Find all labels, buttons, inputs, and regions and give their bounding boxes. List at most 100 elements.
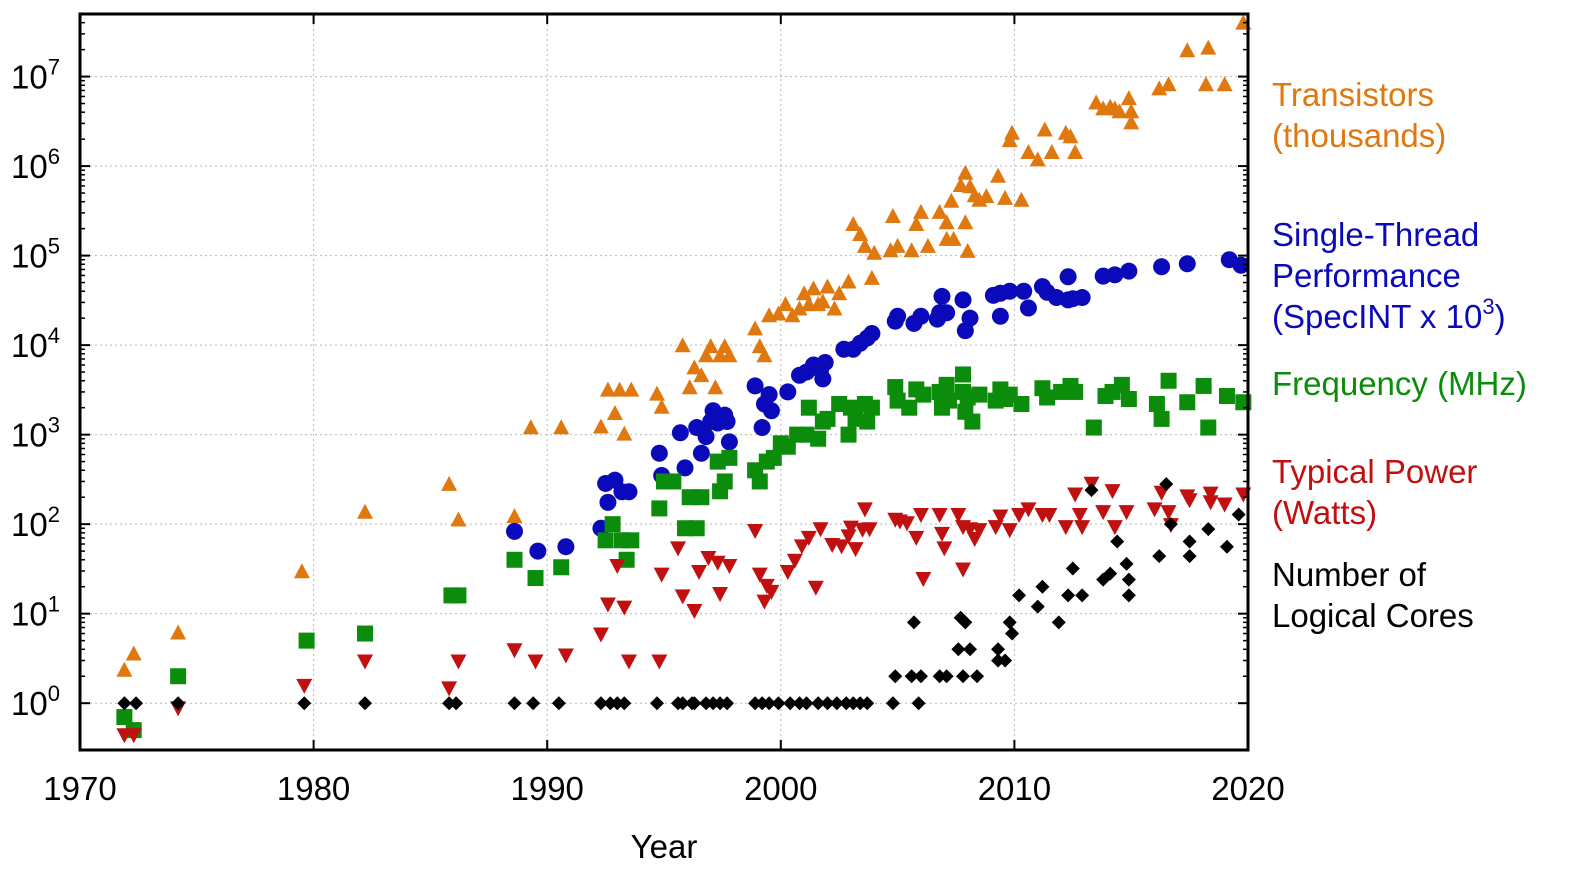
- data-point: [783, 696, 798, 711]
- data-point: [357, 696, 372, 711]
- data-point: [702, 338, 719, 354]
- data-point: [1015, 282, 1033, 300]
- data-point: [1163, 517, 1178, 532]
- legend-superscript: 3: [1482, 294, 1494, 319]
- data-point: [692, 444, 710, 462]
- data-point: [796, 285, 813, 301]
- x-axis-title: Year: [631, 828, 698, 865]
- legend-text: Logical Cores: [1272, 597, 1474, 634]
- data-point: [1039, 389, 1056, 406]
- series-3: [116, 476, 1252, 744]
- data-point: [1104, 484, 1121, 500]
- data-point: [1030, 599, 1045, 614]
- data-point: [557, 648, 574, 664]
- data-point: [1121, 588, 1136, 603]
- data-point: [616, 600, 633, 616]
- x-tick-label: 2010: [978, 770, 1051, 807]
- data-point: [1201, 522, 1216, 537]
- x-tick-label: 1970: [43, 770, 116, 807]
- data-point: [599, 597, 616, 613]
- data-point: [908, 530, 925, 546]
- data-point: [665, 473, 682, 490]
- x-tick-label: 2000: [744, 770, 817, 807]
- data-point: [991, 307, 1009, 325]
- data-point: [298, 632, 315, 649]
- data-point: [913, 669, 928, 684]
- data-point: [693, 489, 710, 506]
- data-point: [932, 669, 947, 684]
- data-point: [951, 642, 966, 657]
- data-point: [1111, 103, 1128, 119]
- data-point: [998, 653, 1013, 668]
- data-point: [1202, 486, 1219, 502]
- y-tick-label: 102: [11, 502, 60, 543]
- data-point: [1160, 505, 1177, 521]
- data-point: [814, 370, 832, 388]
- data-point: [1051, 615, 1066, 630]
- data-point: [506, 551, 523, 568]
- data-point: [866, 244, 883, 260]
- data-point: [606, 405, 623, 421]
- x-tick-label: 1980: [277, 770, 350, 807]
- data-point: [1011, 507, 1028, 523]
- data-point: [650, 444, 668, 462]
- data-point: [800, 530, 817, 546]
- data-point: [1151, 80, 1168, 96]
- data-point: [1067, 144, 1084, 160]
- data-point: [700, 550, 717, 566]
- data-point: [616, 425, 633, 441]
- data-point: [856, 237, 873, 253]
- data-point: [799, 696, 814, 711]
- y-tick-base: 10: [11, 238, 48, 275]
- data-point: [760, 386, 778, 404]
- data-point: [593, 696, 608, 711]
- y-tick-base: 10: [11, 685, 48, 722]
- data-point: [609, 558, 626, 574]
- data-point: [842, 520, 859, 536]
- legend-close-paren: ): [1495, 298, 1506, 335]
- data-point: [1146, 502, 1163, 518]
- data-point: [957, 164, 974, 180]
- data-point: [1095, 505, 1112, 521]
- data-point: [125, 645, 142, 661]
- data-point: [442, 696, 457, 711]
- data-point: [1065, 561, 1080, 576]
- data-point: [786, 553, 803, 569]
- y-tick-base: 10: [11, 327, 48, 364]
- data-point: [1019, 299, 1037, 317]
- legend-label: Frequency (MHz): [1272, 365, 1527, 402]
- data-point: [861, 522, 878, 538]
- data-point: [1067, 383, 1084, 400]
- data-point: [617, 696, 632, 711]
- data-point: [1153, 258, 1171, 276]
- data-point: [449, 696, 464, 711]
- data-point: [1119, 556, 1134, 571]
- data-point: [592, 418, 609, 434]
- data-point: [889, 307, 907, 325]
- y-tick-exponent: 5: [48, 234, 60, 259]
- data-point: [676, 459, 694, 477]
- data-point: [904, 669, 919, 684]
- legend-text: Single-Thread: [1272, 216, 1479, 253]
- data-point: [961, 309, 979, 327]
- data-point: [863, 269, 880, 285]
- data-point: [713, 696, 728, 711]
- data-point: [170, 668, 187, 685]
- data-point: [1103, 566, 1118, 581]
- data-point: [1041, 507, 1058, 523]
- data-point: [522, 419, 539, 435]
- data-point: [1216, 497, 1233, 513]
- legend-label: Performance: [1272, 257, 1461, 294]
- data-point: [551, 696, 566, 711]
- data-point: [623, 532, 640, 549]
- data-point: [805, 280, 822, 296]
- series-0: [116, 14, 1252, 677]
- data-point: [747, 524, 764, 540]
- data-point: [1179, 42, 1196, 58]
- plot-frame: [78, 12, 1250, 752]
- data-point: [938, 214, 955, 230]
- data-point: [611, 381, 628, 397]
- data-point: [653, 567, 670, 583]
- series-2: [116, 366, 1252, 739]
- data-point: [721, 449, 738, 466]
